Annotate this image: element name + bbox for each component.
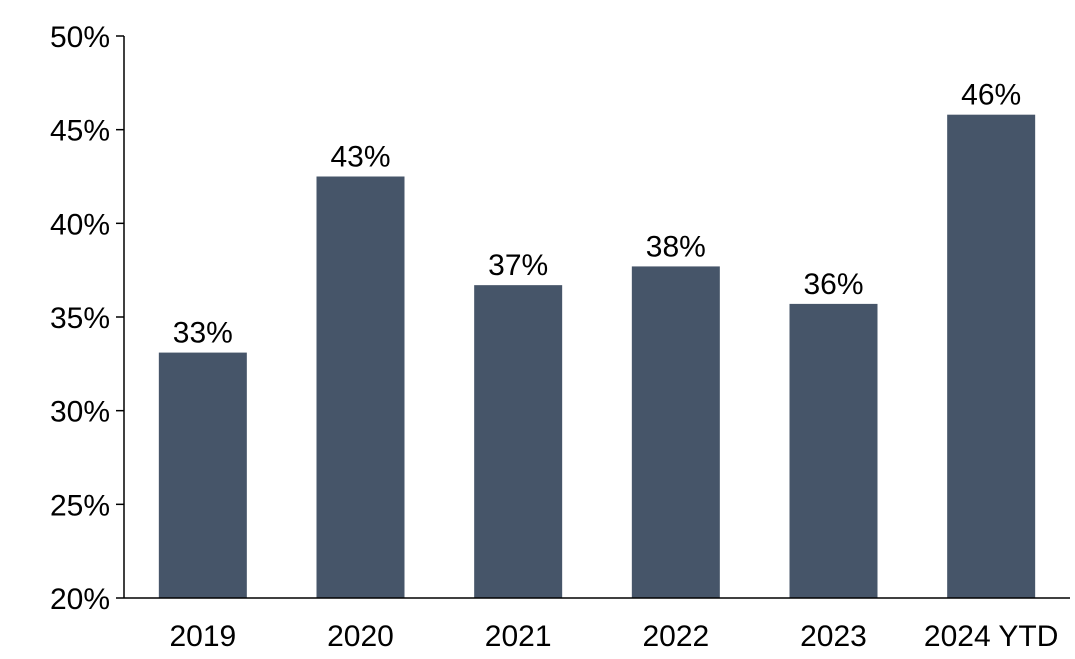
data-label: 43%	[330, 141, 390, 174]
y-axis: 20% 25% 30% 35% 40% 45% 50%	[50, 21, 125, 616]
y-tick-label: 30%	[50, 396, 110, 429]
data-label: 36%	[803, 268, 863, 301]
y-tick-label: 35%	[50, 302, 110, 335]
y-tick-label: 20%	[50, 583, 110, 616]
bar-2022	[631, 266, 720, 598]
bar-2019	[158, 352, 247, 598]
bar-2024-ytd	[947, 114, 1036, 599]
x-axis: 2019 2020 2021 2022 2023 2024 YTD	[124, 597, 1070, 653]
bar-2023	[789, 303, 878, 598]
x-tick-label: 2021	[485, 620, 552, 653]
bar-2020	[316, 176, 405, 598]
y-tick-label: 50%	[50, 21, 110, 54]
data-label: 33%	[173, 317, 233, 350]
x-tick-label: 2020	[327, 620, 394, 653]
x-tick-label: 2019	[169, 620, 236, 653]
bar-2021	[474, 285, 563, 598]
x-tick-label: 2023	[800, 620, 867, 653]
x-tick-label: 2024 YTD	[924, 620, 1059, 653]
x-tick-label: 2022	[642, 620, 709, 653]
y-tick-label: 45%	[50, 115, 110, 148]
data-label: 37%	[488, 249, 548, 282]
y-tick-label: 25%	[50, 489, 110, 522]
data-label: 46%	[961, 79, 1021, 112]
y-tick-label: 40%	[50, 208, 110, 241]
data-label: 38%	[646, 230, 706, 263]
data-labels-group: 33% 43% 37% 38% 36% 46%	[173, 79, 1021, 350]
bars-group	[158, 114, 1036, 599]
